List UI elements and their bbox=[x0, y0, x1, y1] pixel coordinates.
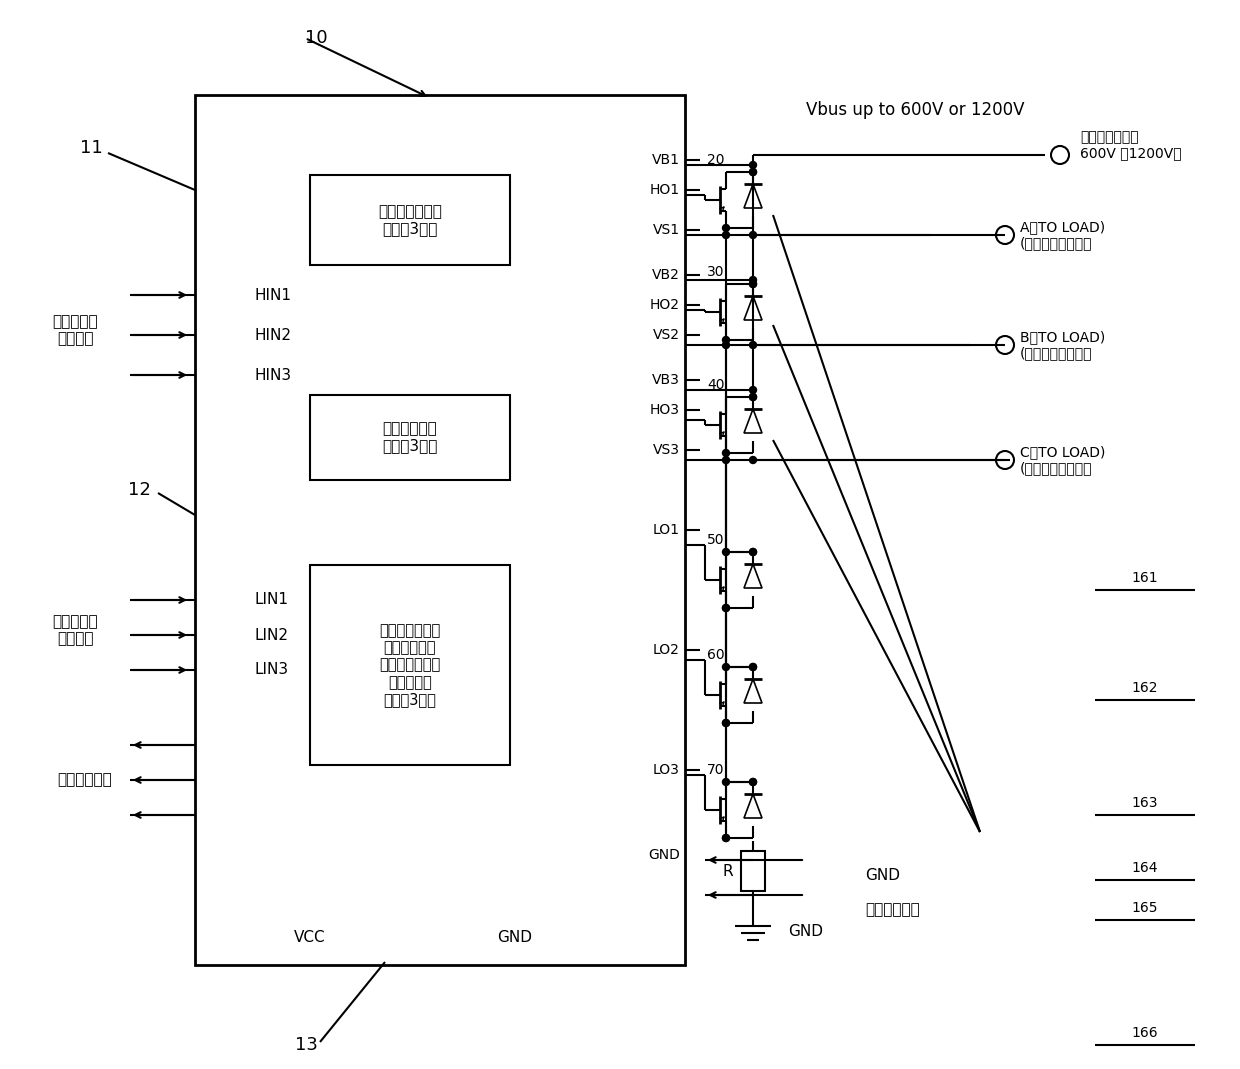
Circle shape bbox=[723, 224, 729, 232]
Text: GND: GND bbox=[866, 868, 900, 883]
Text: 60: 60 bbox=[707, 648, 724, 662]
Circle shape bbox=[749, 387, 756, 393]
Text: 11: 11 bbox=[81, 139, 103, 157]
Circle shape bbox=[723, 719, 729, 727]
Circle shape bbox=[749, 393, 756, 401]
Text: HIN2: HIN2 bbox=[255, 327, 291, 342]
Text: HO1: HO1 bbox=[650, 183, 680, 197]
Circle shape bbox=[749, 169, 756, 175]
Circle shape bbox=[723, 456, 729, 464]
Circle shape bbox=[749, 280, 756, 288]
Circle shape bbox=[723, 548, 729, 556]
Text: LO1: LO1 bbox=[653, 523, 680, 537]
Circle shape bbox=[749, 778, 756, 786]
Text: B（TO LOAD)
(接三相电机相线）: B（TO LOAD) (接三相电机相线） bbox=[1021, 330, 1105, 360]
Text: HIN1: HIN1 bbox=[255, 288, 291, 303]
Text: C（TO LOAD)
(接三相电机相线）: C（TO LOAD) (接三相电机相线） bbox=[1021, 445, 1105, 475]
Text: LIN2: LIN2 bbox=[255, 628, 289, 642]
Circle shape bbox=[723, 719, 729, 727]
Text: A（TO LOAD)
(接三相电机相线）: A（TO LOAD) (接三相电机相线） bbox=[1021, 220, 1105, 250]
Circle shape bbox=[723, 337, 729, 343]
Text: Vbus up to 600V or 1200V: Vbus up to 600V or 1200V bbox=[806, 100, 1024, 119]
Text: R: R bbox=[723, 864, 733, 879]
Text: 12: 12 bbox=[128, 481, 151, 499]
Text: HO2: HO2 bbox=[650, 298, 680, 312]
Text: 高压侧逻辑
控制信号: 高压侧逻辑 控制信号 bbox=[52, 314, 98, 346]
Circle shape bbox=[723, 778, 729, 786]
Text: 高压侧驱动模块
（共有3路）: 高压侧驱动模块 （共有3路） bbox=[378, 204, 441, 236]
Text: 163: 163 bbox=[1132, 796, 1158, 810]
Circle shape bbox=[723, 835, 729, 841]
Text: VB2: VB2 bbox=[652, 268, 680, 282]
Text: LIN3: LIN3 bbox=[255, 663, 289, 678]
Bar bbox=[742, 851, 765, 890]
Text: GND: GND bbox=[649, 848, 680, 862]
Text: 保护信号输出: 保护信号输出 bbox=[57, 773, 113, 788]
Bar bbox=[310, 175, 510, 265]
Text: LO3: LO3 bbox=[653, 763, 680, 777]
Text: 30: 30 bbox=[707, 265, 724, 279]
Text: （母线电压高达
600V 或1200V）: （母线电压高达 600V 或1200V） bbox=[1080, 130, 1182, 160]
Circle shape bbox=[723, 664, 729, 670]
Text: 40: 40 bbox=[707, 378, 724, 392]
Circle shape bbox=[749, 456, 756, 464]
Text: GND: GND bbox=[497, 930, 532, 945]
Text: 电平转移模块
（共有3路）: 电平转移模块 （共有3路） bbox=[382, 421, 438, 453]
Circle shape bbox=[723, 449, 729, 456]
Text: VCC: VCC bbox=[294, 930, 326, 945]
Text: 165: 165 bbox=[1132, 901, 1158, 915]
Circle shape bbox=[749, 393, 756, 401]
Circle shape bbox=[723, 341, 729, 348]
Text: LO2: LO2 bbox=[653, 642, 680, 657]
Text: VS2: VS2 bbox=[653, 328, 680, 342]
Circle shape bbox=[749, 778, 756, 786]
Circle shape bbox=[749, 664, 756, 670]
Circle shape bbox=[749, 548, 756, 556]
Text: 检测信号输入: 检测信号输入 bbox=[866, 902, 920, 917]
Text: 70: 70 bbox=[707, 763, 724, 777]
Bar bbox=[195, 95, 684, 965]
Bar bbox=[310, 396, 510, 480]
Circle shape bbox=[749, 280, 756, 288]
Text: 162: 162 bbox=[1132, 681, 1158, 695]
Text: 50: 50 bbox=[707, 533, 724, 547]
Circle shape bbox=[723, 604, 729, 611]
Circle shape bbox=[749, 664, 756, 670]
Text: LIN1: LIN1 bbox=[255, 592, 289, 607]
Text: 161: 161 bbox=[1132, 571, 1158, 585]
Text: 低压侧驱动模块
（控制逻辑电
路、保护电路、
驱动电路）
（共有3路）: 低压侧驱动模块 （控制逻辑电 路、保护电路、 驱动电路） （共有3路） bbox=[379, 623, 440, 708]
Circle shape bbox=[749, 341, 756, 348]
Text: VB3: VB3 bbox=[652, 373, 680, 387]
Text: VS1: VS1 bbox=[653, 223, 680, 237]
Circle shape bbox=[749, 277, 756, 283]
Text: 164: 164 bbox=[1132, 861, 1158, 876]
Text: 20: 20 bbox=[707, 153, 724, 167]
Text: HIN3: HIN3 bbox=[255, 368, 293, 383]
Circle shape bbox=[723, 232, 729, 238]
Text: 10: 10 bbox=[305, 29, 327, 47]
Text: VS3: VS3 bbox=[653, 443, 680, 458]
Text: HO3: HO3 bbox=[650, 403, 680, 417]
Bar bbox=[310, 566, 510, 765]
Text: 166: 166 bbox=[1132, 1026, 1158, 1040]
Text: VB1: VB1 bbox=[652, 153, 680, 167]
Circle shape bbox=[749, 232, 756, 238]
Text: GND: GND bbox=[787, 924, 823, 939]
Circle shape bbox=[723, 835, 729, 841]
Text: 低压侧逻辑
控制信号: 低压侧逻辑 控制信号 bbox=[52, 614, 98, 646]
Circle shape bbox=[749, 548, 756, 556]
Circle shape bbox=[749, 169, 756, 175]
Text: 13: 13 bbox=[295, 1036, 317, 1054]
Circle shape bbox=[723, 604, 729, 611]
Circle shape bbox=[749, 161, 756, 169]
